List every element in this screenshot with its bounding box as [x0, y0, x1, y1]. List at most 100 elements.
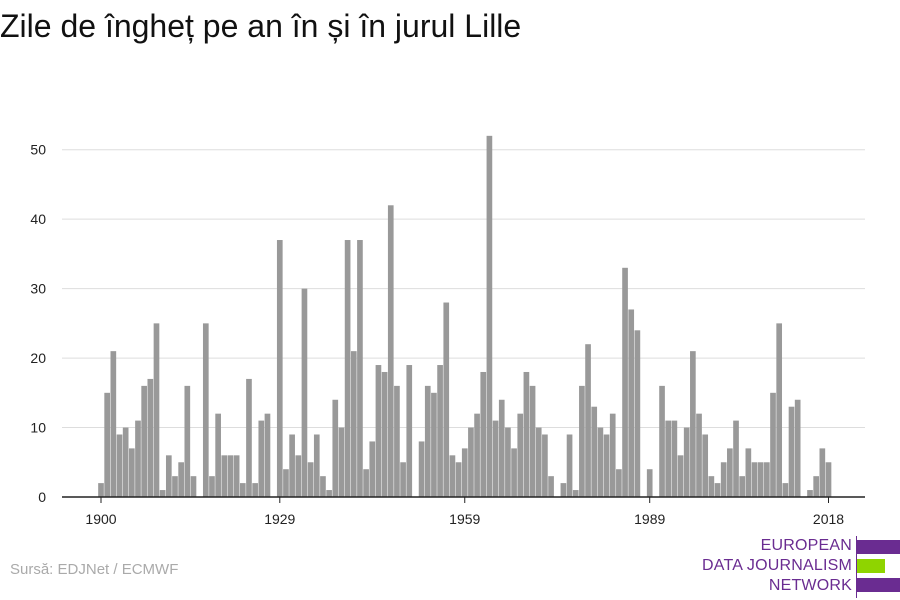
y-tick-labels: 0 10 20 30 40 50 [30, 142, 46, 505]
bar [819, 448, 826, 497]
x-tick-label: 1989 [634, 511, 665, 527]
bar [449, 455, 456, 497]
bar [443, 302, 450, 497]
bar [480, 371, 487, 497]
bar [603, 434, 610, 497]
bar [289, 434, 295, 497]
bar [116, 434, 123, 497]
bar [320, 476, 326, 497]
bar [609, 413, 616, 497]
bar [751, 462, 758, 497]
logo-line-3: NETWORK [768, 577, 852, 594]
y-tick-label: 0 [38, 489, 46, 505]
bar [572, 490, 579, 497]
bar [542, 434, 548, 497]
bar [307, 462, 314, 497]
bar [727, 448, 733, 497]
bar [313, 434, 320, 497]
y-tick-label: 10 [30, 420, 46, 436]
bar [135, 420, 141, 497]
x-tick-labels: 1900 1929 1959 1989 2018 [85, 497, 844, 527]
bar [634, 330, 641, 497]
bar [665, 420, 672, 497]
x-tick-label: 2018 [813, 511, 844, 527]
bar [375, 365, 382, 497]
logo-bar-2 [857, 559, 885, 573]
bar [283, 469, 289, 497]
bar [825, 462, 832, 497]
bar [720, 462, 727, 497]
chart-title: Zile de îngheț pe an în și în jurul Lill… [0, 8, 522, 44]
bar [455, 462, 462, 497]
bar [332, 399, 339, 497]
bar [770, 392, 776, 497]
y-tick-label: 40 [30, 211, 46, 227]
bar [202, 323, 209, 497]
bar [190, 476, 197, 497]
bar [690, 351, 696, 497]
bar [165, 455, 172, 497]
bar [264, 413, 271, 497]
bar [764, 462, 770, 497]
bar [646, 469, 653, 497]
bar [677, 455, 684, 497]
bar [122, 427, 129, 497]
bar [511, 448, 517, 497]
bar [788, 406, 795, 497]
edjnet-logo: EUROPEAN DATA JOURNALISM NETWORK [700, 536, 900, 600]
bar [394, 385, 400, 497]
bar [622, 267, 628, 497]
bar [172, 476, 178, 497]
bar [628, 309, 635, 497]
x-tick-label: 1929 [264, 511, 295, 527]
bar [585, 344, 591, 497]
bar [474, 413, 480, 497]
bar [745, 448, 752, 497]
x-tick-label: 1959 [449, 511, 480, 527]
bar [98, 483, 104, 497]
bar [498, 399, 505, 497]
bar [178, 462, 184, 497]
bar [357, 240, 363, 497]
bar [461, 448, 468, 497]
bar [147, 378, 154, 497]
bar [616, 469, 622, 497]
x-tick-label: 1900 [85, 511, 116, 527]
bar [757, 462, 764, 497]
bar [597, 427, 604, 497]
bar [683, 427, 690, 497]
gridlines [62, 149, 865, 429]
bar [326, 490, 332, 497]
bar [517, 413, 524, 497]
bar [794, 399, 801, 497]
bar [350, 351, 357, 497]
bar [215, 413, 221, 497]
bar [406, 365, 413, 497]
bar [782, 483, 789, 497]
bar [702, 434, 709, 497]
bar [153, 323, 160, 497]
bar [579, 385, 585, 497]
bar [486, 135, 493, 497]
bar [104, 392, 111, 497]
bar [239, 483, 246, 497]
bar [696, 413, 702, 497]
logo-line-2: DATA JOURNALISM [702, 557, 852, 574]
bar [431, 392, 437, 497]
bar [295, 455, 302, 497]
bar [535, 427, 542, 497]
bar [221, 455, 228, 497]
bar [591, 406, 598, 497]
bar [227, 455, 234, 497]
bar [246, 378, 252, 497]
y-tick-label: 30 [30, 281, 46, 297]
logo-rule [856, 536, 857, 598]
logo-line-1: EUROPEAN [760, 537, 852, 554]
y-tick-label: 50 [30, 142, 46, 158]
bar [505, 427, 511, 497]
bar [141, 385, 147, 497]
bar [659, 385, 665, 497]
bar [807, 490, 813, 497]
bar [418, 441, 425, 497]
